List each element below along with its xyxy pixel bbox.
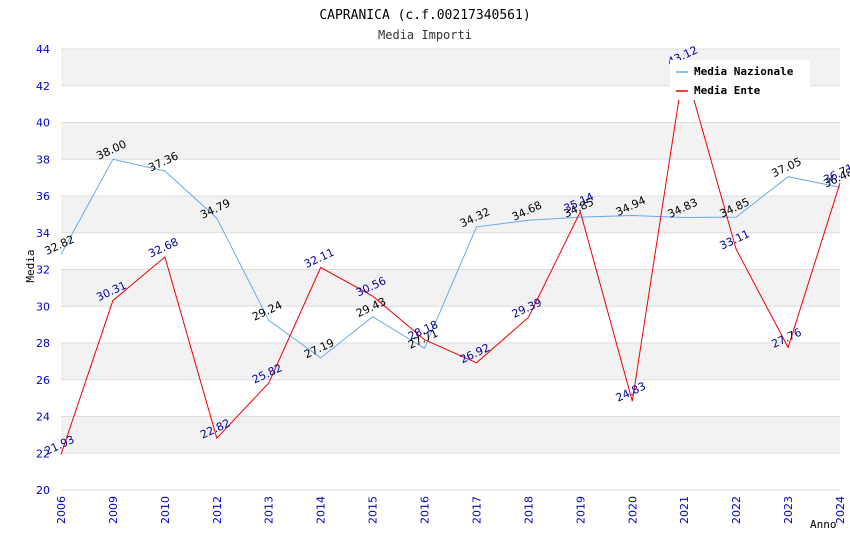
grid-band xyxy=(61,159,840,196)
legend-label-ente: Media Ente xyxy=(694,84,761,97)
x-axis-ticks: 2006 2009 2010 2012 2013 2014 2015 2016 2017 2018… xyxy=(55,496,847,524)
x-tick-label: 2016 xyxy=(419,496,432,524)
grid-band xyxy=(61,122,840,160)
legend: Media Nazionale Media Ente xyxy=(670,60,810,100)
chart-subtitle: Media Importi xyxy=(378,28,472,42)
x-tick-label: 2009 xyxy=(107,496,120,524)
y-tick-label: 38 xyxy=(36,153,50,166)
x-tick-label: 2018 xyxy=(522,496,535,524)
y-axis-ticks: 20 22 24 26 28 30 32 34 36 38 40 42 44 xyxy=(36,43,50,497)
x-tick-label: 2019 xyxy=(574,496,587,524)
y-tick-label: 22 xyxy=(36,447,50,460)
x-tick-label: 2012 xyxy=(211,496,224,524)
x-tick-label: 2014 xyxy=(315,496,328,524)
y-tick-label: 40 xyxy=(36,117,50,130)
x-tick-label: 2024 xyxy=(834,496,847,524)
x-tick-label: 2017 xyxy=(470,496,483,524)
legend-label-nazionale: Media Nazionale xyxy=(694,65,794,78)
x-tick-label: 2010 xyxy=(159,496,172,524)
y-tick-label: 20 xyxy=(36,484,50,497)
y-tick-label: 28 xyxy=(36,337,50,350)
grid-band xyxy=(61,232,840,270)
series-line-nazionale xyxy=(60,158,841,359)
y-tick-label: 42 xyxy=(36,80,50,93)
grid-band xyxy=(61,379,840,417)
chart-title: CAPRANICA (c.f.00217340561) xyxy=(319,8,530,23)
grid-band xyxy=(61,306,840,343)
x-tick-label: 2020 xyxy=(626,496,639,524)
x-tick-label: 2015 xyxy=(367,496,380,524)
x-tick-label: 2006 xyxy=(55,496,68,524)
x-axis-label: Anno xyxy=(810,518,837,531)
y-tick-label: 36 xyxy=(36,190,50,203)
series-lines xyxy=(60,65,841,455)
y-axis-label: Media xyxy=(24,249,37,282)
y-tick-label: 24 xyxy=(36,411,50,424)
series-line-ente xyxy=(60,65,841,455)
y-tick-label: 26 xyxy=(36,374,50,387)
y-tick-label: 44 xyxy=(36,43,50,56)
grid-band xyxy=(61,453,840,490)
grid-bands xyxy=(61,48,840,491)
x-tick-label: 2013 xyxy=(263,496,276,524)
grid-band xyxy=(61,196,840,233)
grid-band xyxy=(61,416,840,454)
x-tick-label: 2023 xyxy=(782,496,795,524)
x-tick-label: 2021 xyxy=(678,496,691,524)
grid-band xyxy=(61,343,840,380)
y-tick-label: 30 xyxy=(36,300,50,313)
y-tick-label: 32 xyxy=(36,264,50,277)
legend-box xyxy=(670,60,810,100)
x-tick-label: 2022 xyxy=(730,496,743,524)
y-tick-label: 34 xyxy=(36,227,50,240)
